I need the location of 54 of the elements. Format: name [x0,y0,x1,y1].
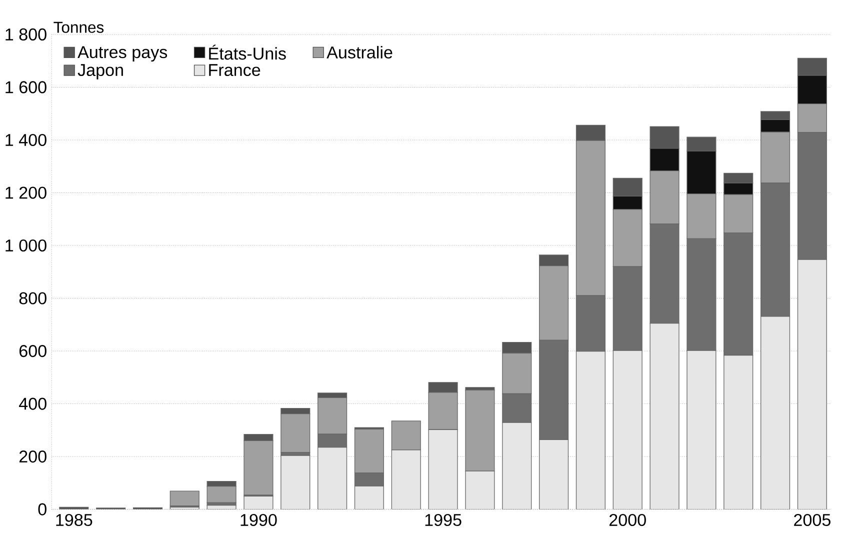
x-tick-label: 1995 [425,514,462,526]
bar [539,254,569,266]
bar [280,456,310,510]
legend-label: Autres pays [78,46,168,62]
bar [724,355,753,510]
y-axis-title: Tonnes [54,22,104,33]
bar [428,392,458,430]
y-tick-label: 800 [19,292,46,304]
bar [650,126,680,149]
y-tick-label: 0 [38,503,46,516]
bar [391,420,421,450]
y-tick-label: 1 400 [6,134,46,146]
bar [502,422,532,510]
bar [576,351,606,510]
bar [650,323,679,510]
bar [244,434,274,442]
bar [613,350,642,510]
bar [465,390,495,472]
y-tick-label: 600 [19,345,46,358]
bar [612,178,642,197]
bar [428,382,458,393]
bar [392,450,421,510]
legend-label: Japon [78,64,123,80]
bar [576,124,606,141]
y-tick-label: 200 [19,450,46,463]
bar [280,414,310,453]
bar [502,342,532,354]
bar [354,486,384,510]
legend-label: Australie [326,46,392,59]
legend-label: États-Unis [209,44,286,60]
bar [318,447,347,510]
y-tick-label: 1 200 [6,186,46,199]
x-tick-label: 1990 [240,514,277,526]
x-tick-label: 2000 [609,514,646,526]
bar [466,471,494,510]
bar [724,173,754,184]
bar [797,58,827,76]
bar [760,316,790,510]
bar [687,350,716,510]
y-tick-label: 400 [19,398,46,410]
y-tick-label: 1 600 [6,81,46,94]
bar [686,136,716,152]
x-tick-label: 2005 [794,514,830,526]
bar [244,440,274,496]
y-tick-label: 1 000 [6,240,46,252]
bar [206,486,236,504]
y-tick-label: 1 800 [6,28,46,41]
bar [244,496,273,510]
bar [539,440,568,510]
bar [760,111,790,120]
bar [428,430,458,510]
legend-label: France [209,64,260,76]
bar [797,259,827,510]
x-tick-label: 1985 [56,514,92,526]
